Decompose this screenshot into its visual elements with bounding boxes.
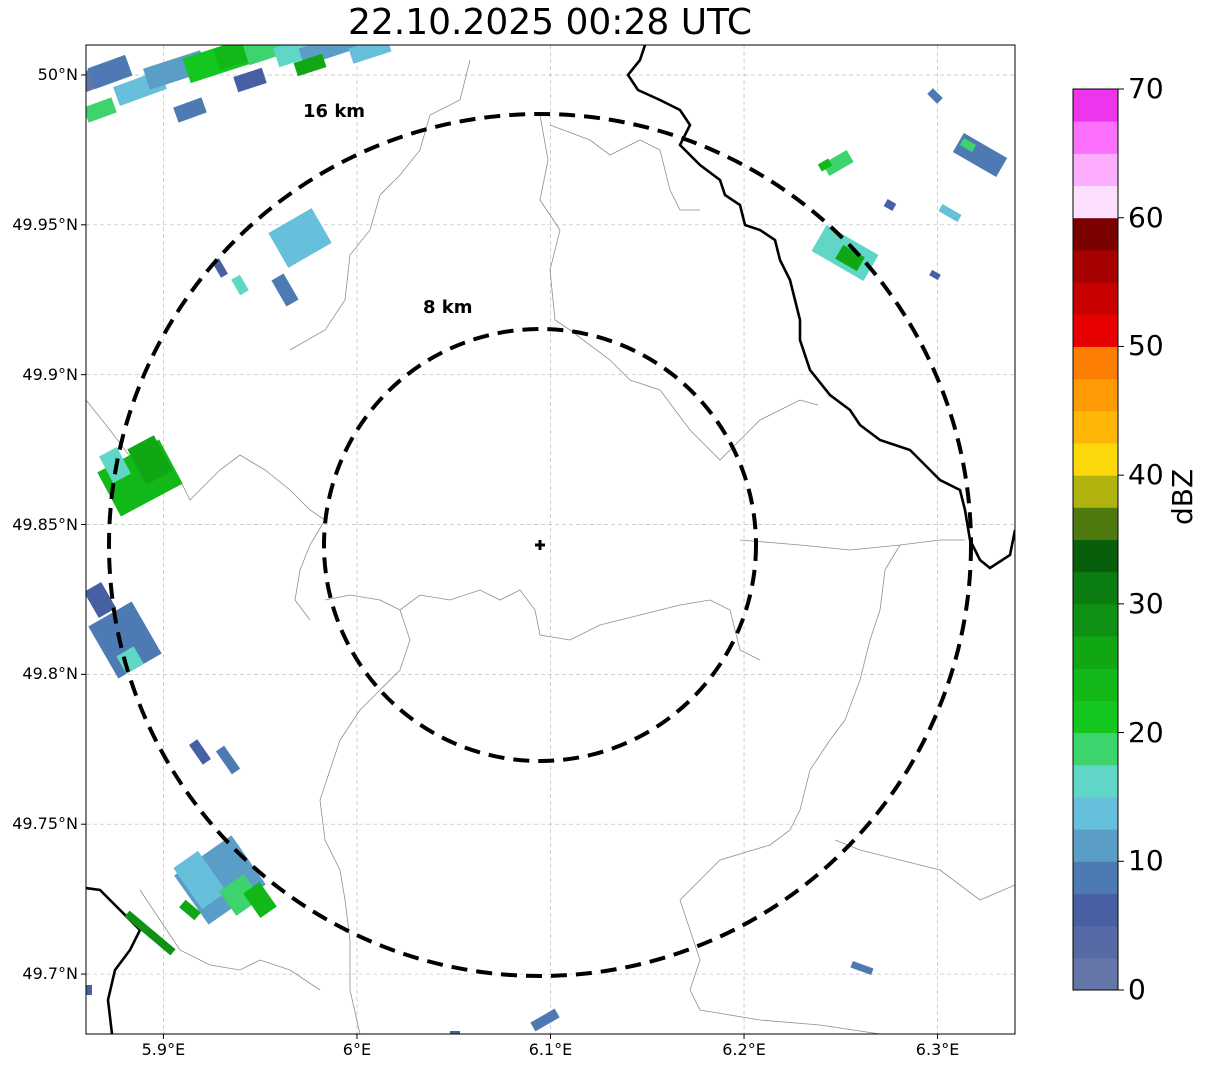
radar-echo-cell [86, 985, 92, 995]
radar-echo-cell [179, 899, 201, 921]
radar-echo-cell [231, 274, 249, 296]
range-ring-8km [322, 327, 758, 763]
colorbar-tick-label: 70 [1128, 72, 1164, 105]
colorbar-segment [1073, 957, 1118, 991]
radar-echo-cell [822, 149, 854, 177]
colorbar-segment [1073, 539, 1118, 573]
colorbar-label: dBZ [1166, 468, 1199, 525]
colorbar-segment [1073, 732, 1118, 766]
colorbar-segment [1073, 571, 1118, 605]
radar-echo-cell [189, 739, 211, 765]
radar-echo-cell [850, 960, 874, 976]
lon-tick-label: 6.3°E [915, 1040, 960, 1059]
colorbar-segment [1073, 89, 1118, 122]
radar-echo-cell [215, 745, 241, 775]
radar-echo-cell [927, 88, 943, 104]
radar-echo-cell [86, 97, 117, 123]
radar-echo-cell [835, 244, 865, 272]
colorbar-segment [1073, 829, 1118, 862]
radar-echo-cell [348, 45, 392, 64]
radar-echo-cell [293, 53, 327, 77]
lat-tick-label: 49.8°N [22, 664, 78, 684]
radar-echo-cell [88, 601, 162, 679]
colorbar-segment [1073, 314, 1118, 347]
radar-echo-cell [86, 582, 117, 618]
radar-site-marker [535, 540, 545, 550]
colorbar-tick-label: 60 [1128, 200, 1164, 234]
colorbar-tick-label: 0 [1128, 973, 1146, 1006]
colorbar-segment [1073, 700, 1118, 734]
lat-tick-label: 49.7°N [22, 964, 78, 984]
range-ring-label-16km: 16 km [303, 101, 365, 122]
radar-echo-cell [530, 1008, 560, 1032]
colorbar [1073, 88, 1124, 991]
radar-echo-cell [124, 910, 176, 956]
radar-echo-cell [929, 269, 941, 281]
colorbar-segment [1073, 925, 1118, 959]
national-borders [86, 45, 1015, 1034]
radar-echo-cell [243, 881, 277, 919]
lon-tick-label: 6.2°E [722, 1040, 766, 1059]
lat-tick-label: 50°N [37, 64, 78, 84]
colorbar-tick-label: 50 [1128, 329, 1164, 363]
radar-echo-cell [173, 850, 227, 910]
map-title: 22.10.2025 00:28 UTC [347, 2, 753, 43]
colorbar-segment [1073, 764, 1118, 798]
lon-tick-label: 6.1°E [528, 1040, 573, 1059]
colorbar-segment [1073, 249, 1118, 283]
lat-tick-label: 49.75°N [12, 814, 78, 834]
colorbar-segment [1073, 346, 1118, 380]
colorbar-frame [1072, 88, 1119, 991]
radar-echo-cell [243, 45, 297, 66]
radar-echo-cell [817, 158, 833, 172]
colorbar-segment [1073, 410, 1118, 444]
colorbar-segment [1073, 861, 1118, 894]
radar-echo-cell [450, 1031, 460, 1034]
lat-tick-label: 49.85°N [12, 514, 78, 534]
colorbar-tick-label: 20 [1128, 715, 1164, 749]
radar-echo-cell [233, 67, 267, 93]
colorbar-tick-label: 30 [1128, 586, 1164, 620]
colorbar-tick-label: 40 [1128, 458, 1164, 492]
colorbar-segment [1073, 796, 1118, 830]
colorbar-segment [1073, 378, 1118, 412]
lat-tick-label: 49.9°N [22, 364, 78, 384]
radar-echo-cell [116, 646, 144, 674]
colorbar-segment [1073, 636, 1118, 669]
colorbar-segment [1073, 185, 1118, 219]
colorbar-tick-label: 10 [1128, 844, 1164, 878]
lon-tick-label: 6°E [342, 1040, 372, 1059]
radar-echo-cell [271, 273, 299, 307]
colorbar-segment [1073, 153, 1118, 187]
radar-echo-cell [173, 97, 207, 123]
lon-tick-label: 5.9°E [141, 1040, 186, 1059]
radar-echo-cell [219, 874, 261, 916]
radar-echo-cell [127, 435, 173, 485]
radar-echo-cell [212, 45, 268, 71]
colorbar-segment [1073, 893, 1118, 927]
radar-echo-cell [883, 199, 897, 211]
colorbar-segment [1073, 603, 1118, 637]
colorbar-segment [1073, 442, 1118, 476]
axis-ticks [81, 74, 939, 1039]
colorbar-segment [1073, 668, 1118, 701]
colorbar-segment [1073, 282, 1118, 315]
radar-echo-cell [959, 138, 977, 152]
radar-echo-cell [938, 204, 962, 222]
colorbar-segment [1073, 121, 1118, 154]
colorbar-segment [1073, 217, 1118, 251]
colorbar-segment [1073, 475, 1118, 508]
colorbar-segment [1073, 507, 1118, 540]
radar-echo-cell [268, 208, 332, 268]
range-ring-16km [107, 112, 973, 978]
admin-boundaries [86, 59, 1015, 1034]
lat-tick-label: 49.95°N [12, 214, 78, 234]
radar-echo-cell [87, 54, 133, 90]
range-ring-label-8km: 8 km [423, 297, 473, 318]
